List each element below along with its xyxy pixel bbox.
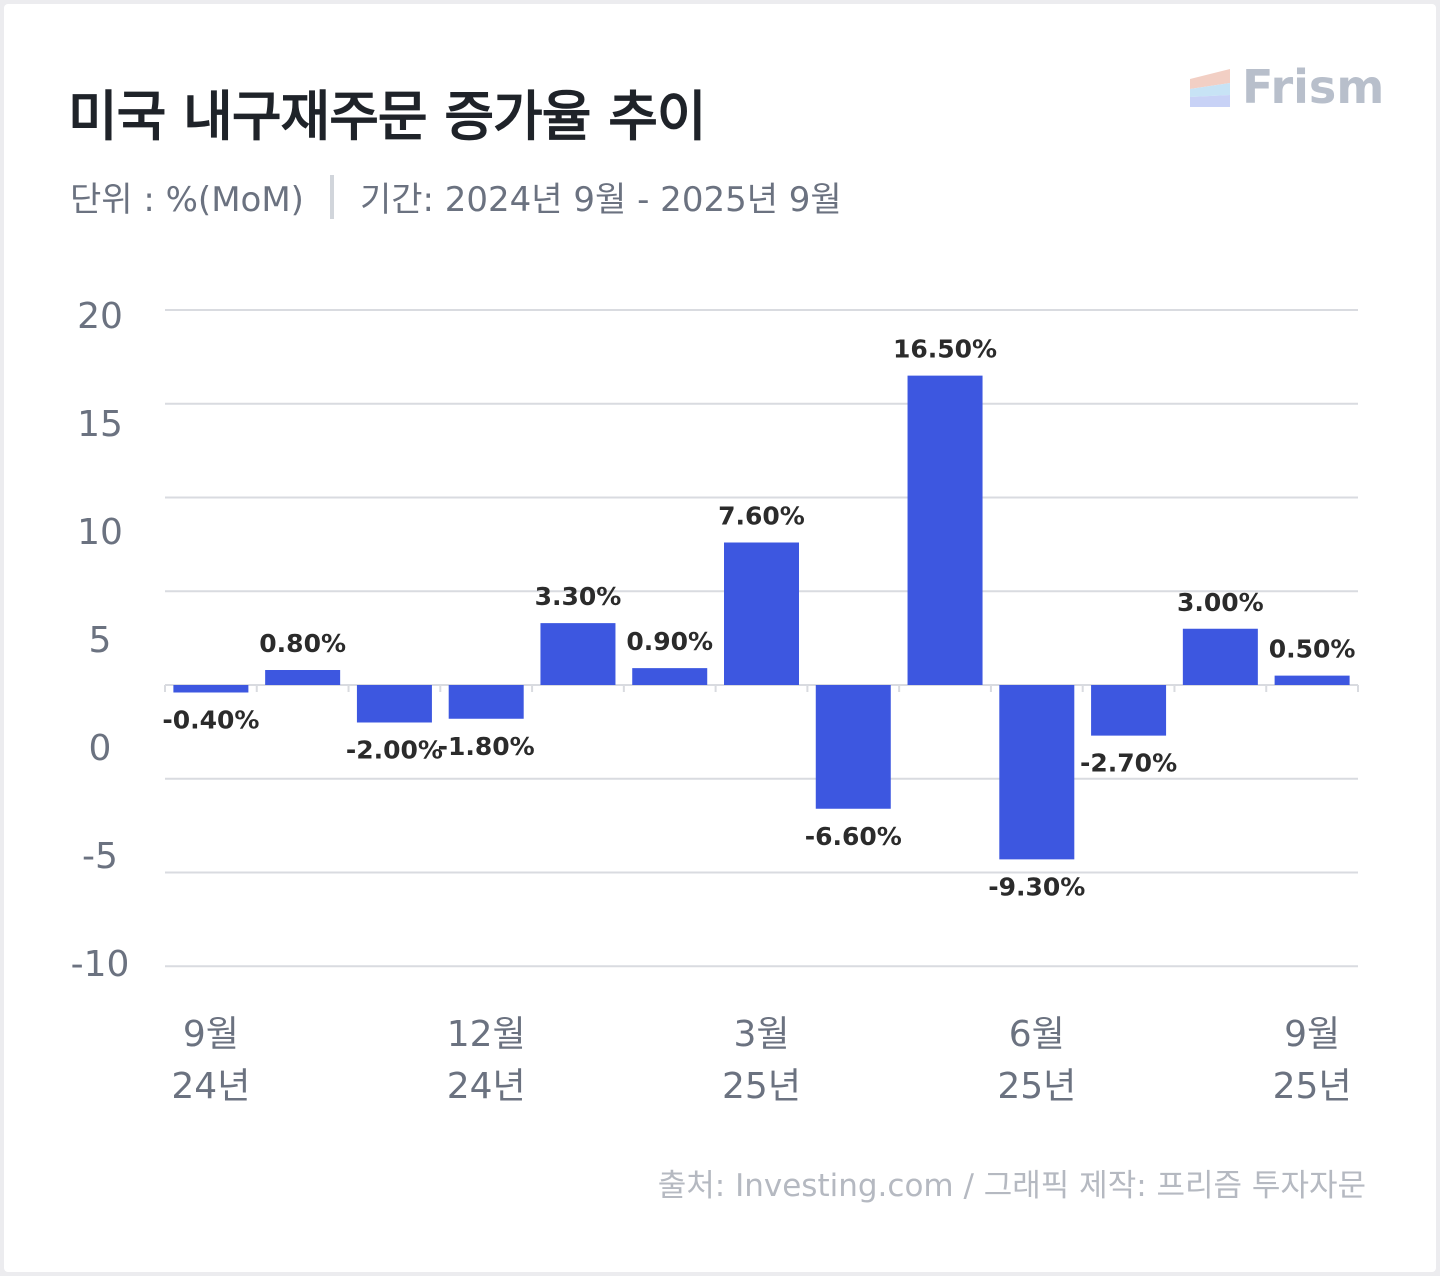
- data-label: 3.00%: [1177, 588, 1264, 617]
- data-label: -2.00%: [346, 736, 443, 765]
- bar: [448, 685, 524, 719]
- x-tick-month: 9월: [1284, 1014, 1340, 1055]
- data-label: -0.40%: [162, 706, 259, 735]
- y-tick-label: 5: [89, 620, 112, 661]
- y-tick-label: 20: [77, 296, 123, 337]
- frism-logo: Frism: [1190, 60, 1384, 114]
- bar: [907, 375, 983, 685]
- x-tick-year: 25년: [1273, 1066, 1352, 1107]
- bar: [265, 670, 341, 685]
- data-label: 0.80%: [259, 629, 346, 658]
- divider: [329, 174, 334, 219]
- bar: [1182, 628, 1258, 685]
- bar: [815, 685, 891, 809]
- x-tick-month: 6월: [1009, 1014, 1065, 1055]
- bar: [1274, 675, 1350, 685]
- period-label: 기간: 2024년 9월 - 2025년 9월: [359, 180, 842, 220]
- y-tick-label: -10: [71, 944, 130, 985]
- data-label: -6.60%: [805, 822, 902, 851]
- data-label: 7.60%: [718, 502, 805, 531]
- chart-title: 미국 내구재주문 증가율 추이: [68, 85, 707, 148]
- chart-subtitle: 단위 : %(MoM) 기간: 2024년 9월 - 2025년 9월: [70, 172, 842, 221]
- bar: [356, 685, 432, 723]
- y-tick-label: 15: [77, 404, 123, 445]
- bar: [632, 668, 708, 685]
- unit-label: 단위 : %(MoM): [70, 180, 304, 220]
- data-label: -9.30%: [988, 872, 1085, 901]
- data-label: 0.90%: [626, 627, 713, 656]
- data-label: 3.30%: [535, 582, 622, 611]
- bar: [1091, 685, 1167, 736]
- logo-text: Frism: [1242, 60, 1385, 114]
- x-tick-month: 12월: [447, 1014, 526, 1055]
- data-label: -2.70%: [1080, 749, 1177, 778]
- data-label: 0.50%: [1269, 635, 1356, 664]
- y-tick-label: 10: [77, 512, 123, 553]
- bar: [540, 623, 616, 685]
- y-tick-label: -5: [82, 836, 118, 877]
- bar: [999, 685, 1075, 860]
- x-tick-year: 25년: [722, 1066, 801, 1107]
- source-note: 출처: Investing.com / 그래픽 제작: 프리즘 투자자문: [657, 1168, 1366, 1204]
- y-tick-label: 0: [89, 728, 112, 769]
- logo-mark-icon: [1190, 69, 1230, 107]
- x-tick-year: 24년: [171, 1066, 250, 1107]
- x-tick-month: 3월: [733, 1014, 789, 1055]
- bar: [173, 685, 249, 693]
- x-tick-year: 24년: [447, 1066, 526, 1107]
- x-tick-year: 25년: [997, 1066, 1076, 1107]
- x-tick-month: 9월: [183, 1014, 239, 1055]
- data-label: -1.80%: [438, 732, 535, 761]
- bar: [724, 542, 799, 685]
- data-label: 16.50%: [893, 335, 997, 364]
